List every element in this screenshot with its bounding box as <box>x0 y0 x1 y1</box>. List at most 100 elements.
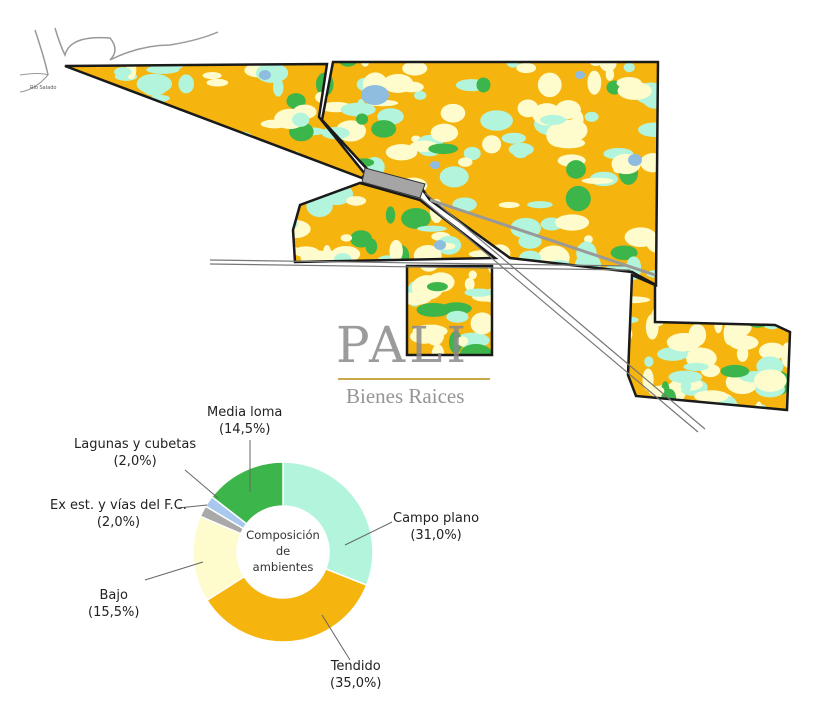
title-line: ambientes <box>252 560 314 574</box>
land-patch <box>564 383 582 396</box>
land-patch <box>781 342 790 368</box>
land-patch <box>714 316 723 334</box>
land-patch <box>758 85 789 100</box>
land-patch <box>118 282 138 298</box>
land-patch <box>588 364 622 383</box>
land-patch <box>114 202 149 223</box>
land-patch <box>580 339 598 366</box>
leader-line-lagunas <box>184 469 219 499</box>
land-patch <box>187 129 199 143</box>
land-patch <box>333 253 352 266</box>
land-patch <box>65 252 73 262</box>
land-patch <box>515 337 534 356</box>
land-patch <box>661 292 676 302</box>
land-patch <box>86 145 110 163</box>
land-patch <box>566 160 586 179</box>
land-patch <box>739 238 751 249</box>
land-patch <box>148 104 158 121</box>
land-patch <box>464 288 493 297</box>
land-patch <box>65 256 89 268</box>
lagoon <box>361 85 389 105</box>
land-patch <box>247 345 283 354</box>
land-patch <box>135 134 154 147</box>
land-patch <box>83 265 113 281</box>
land-patch <box>505 370 518 386</box>
land-patch <box>735 62 748 63</box>
land-patch <box>277 279 314 303</box>
land-patch <box>456 336 469 347</box>
land-patch <box>130 202 167 216</box>
land-patch <box>103 162 122 179</box>
leader-line-bajo <box>144 561 204 581</box>
land-patch <box>464 277 475 291</box>
land-patch <box>65 267 74 292</box>
land-patch <box>182 352 203 362</box>
land-patch <box>686 247 695 261</box>
land-patch <box>144 228 167 236</box>
land-patch <box>417 225 447 232</box>
land-patch <box>140 306 174 313</box>
land-patch <box>414 90 427 100</box>
land-patch <box>605 314 628 334</box>
land-patch <box>780 204 790 230</box>
river <box>34 27 219 76</box>
land-patch <box>399 81 424 93</box>
land-patch <box>568 292 582 316</box>
land-patch <box>684 112 712 133</box>
land-patch <box>260 237 276 253</box>
land-patch <box>123 244 149 254</box>
land-patch <box>65 275 82 295</box>
land-patch <box>527 384 536 409</box>
land-patch <box>760 217 790 239</box>
land-patch <box>729 335 759 351</box>
land-patch <box>159 418 187 429</box>
land-patch <box>555 100 581 119</box>
land-patch <box>642 368 654 391</box>
land-patch <box>504 62 521 68</box>
land-patch <box>523 267 535 292</box>
land-patch <box>665 186 680 207</box>
land-patch <box>707 126 737 149</box>
land-patch <box>726 124 753 134</box>
label-ex-estacion: Ex est. y vías del F.C. (2,0%) <box>50 498 187 530</box>
land-patch <box>178 74 195 94</box>
land-patch <box>281 196 296 203</box>
leader-line-campo-plano <box>344 521 393 546</box>
land-patch <box>623 403 634 410</box>
land-patch <box>480 110 513 131</box>
land-patch <box>566 408 599 410</box>
land-patch <box>491 371 501 393</box>
river-label: Río Salado <box>30 85 57 91</box>
land-patch <box>583 235 593 244</box>
land-patch <box>67 255 102 263</box>
land-patch <box>785 127 790 147</box>
land-patch <box>418 252 440 272</box>
land-patch <box>242 303 263 326</box>
land-patch <box>666 181 678 193</box>
land-patch <box>694 390 729 403</box>
land-patch <box>566 382 580 393</box>
land-patch <box>66 326 92 348</box>
land-patch <box>579 343 588 352</box>
land-patch <box>769 408 782 410</box>
land-patch <box>683 362 709 371</box>
land-patch <box>268 176 291 189</box>
land-patch <box>537 320 569 335</box>
land-patch <box>511 310 524 334</box>
land-patch <box>697 286 717 300</box>
land-patch <box>310 269 321 280</box>
land-patch <box>385 144 418 161</box>
land-patch <box>720 364 750 378</box>
leader-line-ex-estacion <box>177 504 208 509</box>
land-patch <box>458 157 473 167</box>
land-patch <box>191 247 203 255</box>
land-patch <box>227 258 255 268</box>
land-patch <box>76 130 99 152</box>
land-patch <box>793 415 806 430</box>
land-patch <box>365 238 378 255</box>
land-patch <box>162 133 194 148</box>
land-patch <box>346 196 367 206</box>
land-patch <box>289 155 300 169</box>
land-patch <box>658 212 673 220</box>
